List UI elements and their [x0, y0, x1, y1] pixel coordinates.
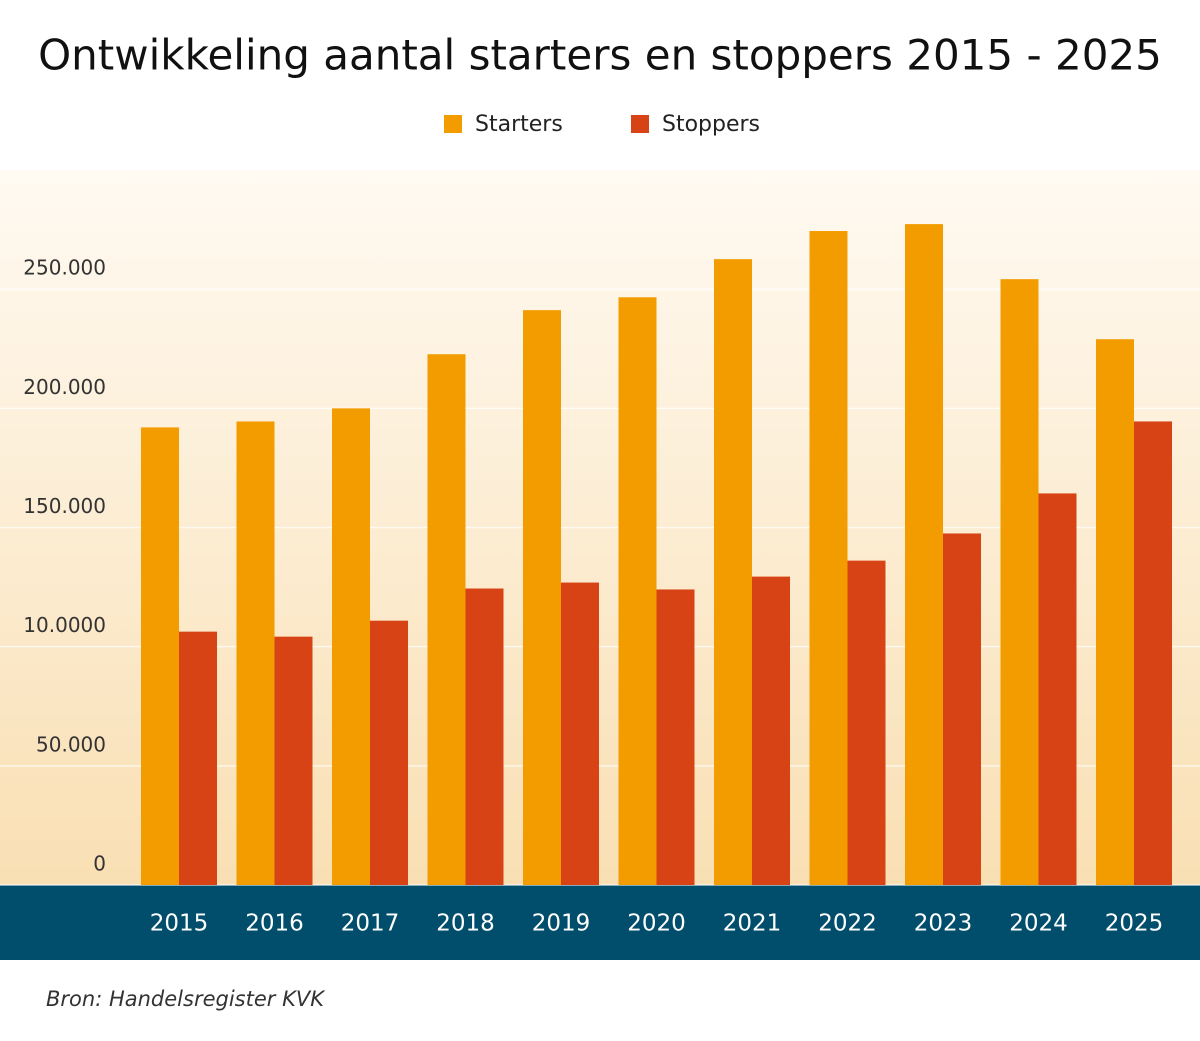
legend-swatch — [631, 115, 649, 133]
bar — [943, 533, 981, 885]
bar — [1096, 339, 1134, 885]
x-tick-label: 2015 — [150, 911, 209, 937]
bar — [809, 231, 848, 886]
bar — [179, 631, 217, 885]
bar — [561, 582, 599, 885]
source: Bron: Handelsregister KVK — [46, 987, 326, 1011]
x-tick-label: 2016 — [245, 911, 304, 937]
legend-label: Starters — [475, 112, 563, 137]
y-tick-label: 10.0000 — [23, 613, 106, 637]
x-tick-label: 2022 — [818, 911, 877, 937]
bar — [332, 408, 370, 885]
legend-swatch — [444, 115, 462, 133]
bar — [656, 589, 695, 885]
bar — [236, 421, 275, 885]
x-axis-band — [0, 885, 1200, 960]
y-tick-label: 250.000 — [23, 256, 106, 280]
x-tick-label: 2025 — [1105, 911, 1164, 937]
x-tick-label: 2024 — [1009, 911, 1068, 937]
x-tick-label: 2023 — [914, 911, 973, 937]
bar — [1000, 279, 1039, 885]
legend-label: Stoppers — [662, 112, 760, 137]
y-tick-label: 0 — [93, 852, 106, 876]
bar — [141, 427, 179, 885]
bar — [752, 576, 790, 885]
x-tick-label: 2021 — [723, 911, 782, 937]
x-tick-label: 2020 — [627, 911, 686, 937]
y-tick-label: 200.000 — [23, 375, 106, 399]
y-tick-label: 150.000 — [23, 494, 106, 518]
x-tick-label: 2019 — [532, 911, 591, 937]
x-tick-label: 2017 — [341, 911, 400, 937]
bar — [618, 297, 657, 885]
bar — [1134, 421, 1172, 885]
bar — [427, 354, 466, 885]
bar — [523, 310, 561, 885]
bar — [1038, 493, 1077, 885]
chart-title: Ontwikkeling aantal starters en stoppers… — [38, 31, 1162, 80]
bar — [847, 560, 886, 885]
bar — [370, 620, 408, 885]
y-tick-label: 50.000 — [36, 732, 106, 756]
x-tick-label: 2018 — [436, 911, 495, 937]
bar — [905, 224, 943, 885]
bar — [274, 636, 313, 885]
bar — [465, 588, 504, 885]
bar — [714, 259, 752, 885]
